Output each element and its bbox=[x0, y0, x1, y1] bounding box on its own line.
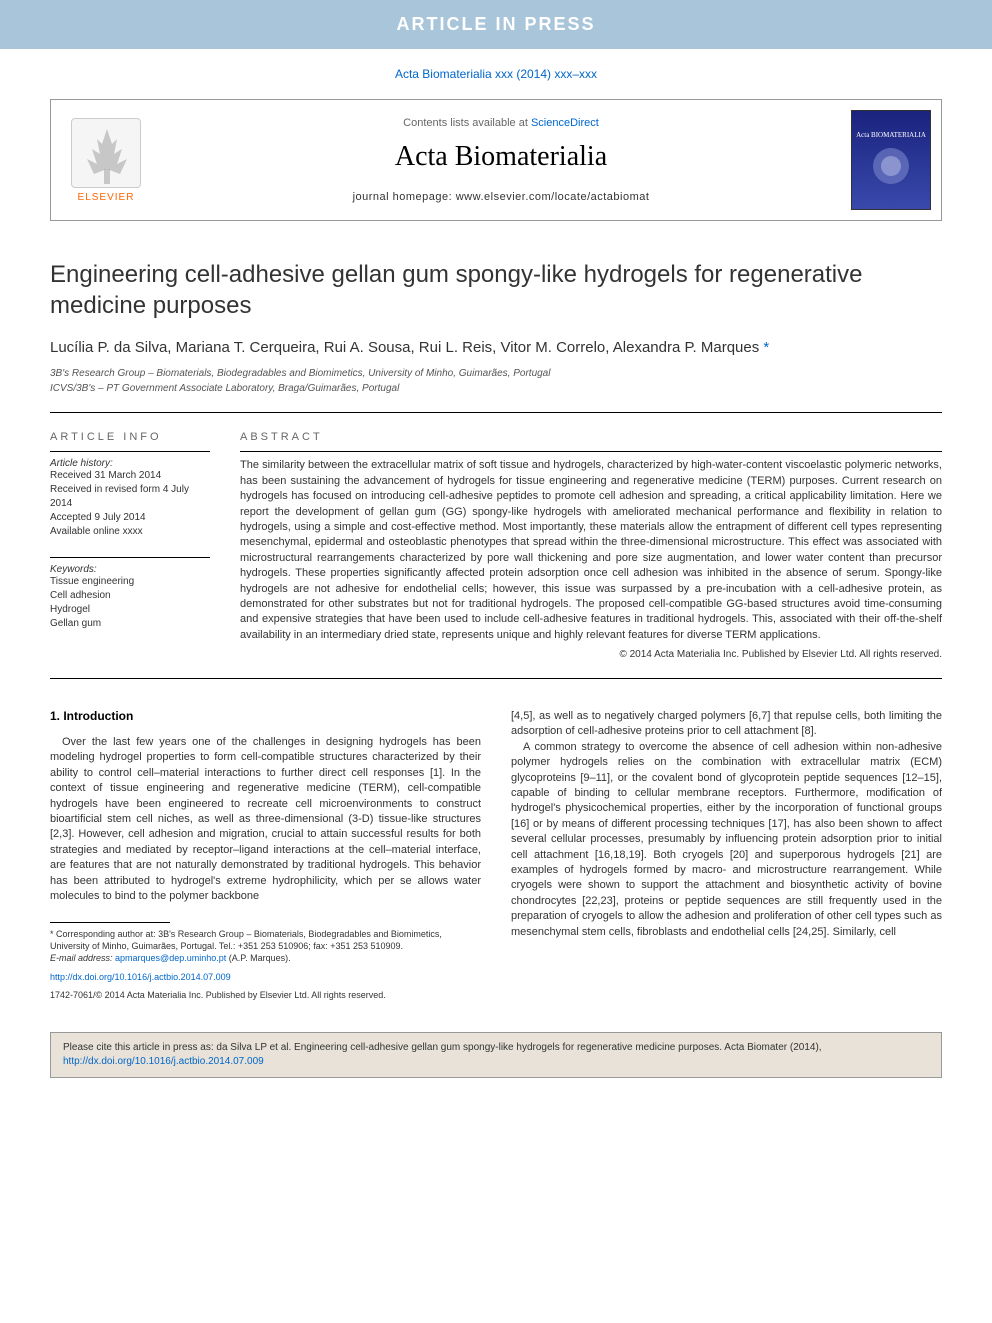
article-in-press-banner: ARTICLE IN PRESS bbox=[0, 0, 992, 49]
keyword-4: Gellan gum bbox=[50, 617, 210, 631]
email-footnote: E-mail address: apmarques@dep.uminho.pt … bbox=[50, 953, 481, 965]
sciencedirect-link[interactable]: ScienceDirect bbox=[531, 117, 599, 129]
keyword-2: Cell adhesion bbox=[50, 589, 210, 603]
abstract-header: ABSTRACT bbox=[240, 431, 942, 443]
doi-link[interactable]: http://dx.doi.org/10.1016/j.actbio.2014.… bbox=[50, 972, 231, 982]
affiliation-1: 3B's Research Group – Biomaterials, Biod… bbox=[50, 368, 942, 379]
corresponding-marker: * bbox=[763, 339, 769, 356]
history-label: Article history: bbox=[50, 458, 210, 469]
cover-title: Acta BIOMATERIALIA bbox=[854, 129, 928, 141]
keyword-3: Hydrogel bbox=[50, 603, 210, 617]
keywords-label: Keywords: bbox=[50, 564, 210, 575]
article-history-block: Article history: Received 31 March 2014 … bbox=[50, 451, 210, 539]
body-left-column: 1. Introduction Over the last few years … bbox=[50, 709, 481, 1000]
elsevier-tree-icon bbox=[71, 118, 141, 188]
article-info-column: ARTICLE INFO Article history: Received 3… bbox=[50, 431, 210, 660]
body-right-column: [4,5], as well as to negatively charged … bbox=[511, 709, 942, 1000]
journal-cover-thumbnail: Acta BIOMATERIALIA bbox=[851, 110, 931, 210]
contents-available-line: Contents lists available at ScienceDirec… bbox=[151, 117, 851, 129]
history-1: Received 31 March 2014 bbox=[50, 469, 210, 483]
authors-text: Lucília P. da Silva, Mariana T. Cerqueir… bbox=[50, 339, 759, 356]
corresponding-footnote: * Corresponding author at: 3B's Research… bbox=[50, 929, 481, 952]
col2-paragraph-1: [4,5], as well as to negatively charged … bbox=[511, 709, 942, 740]
footnote-divider bbox=[50, 922, 170, 923]
history-4: Available online xxxx bbox=[50, 525, 210, 539]
journal-homepage: journal homepage: www.elsevier.com/locat… bbox=[151, 191, 851, 203]
email-link[interactable]: apmarques@dep.uminho.pt bbox=[115, 953, 226, 963]
journal-header-box: ELSEVIER Contents lists available at Sci… bbox=[50, 99, 942, 221]
doi-line: http://dx.doi.org/10.1016/j.actbio.2014.… bbox=[50, 972, 481, 982]
journal-reference: Acta Biomaterialia xxx (2014) xxx–xxx bbox=[0, 49, 992, 91]
history-3: Accepted 9 July 2014 bbox=[50, 511, 210, 525]
history-2: Received in revised form 4 July 2014 bbox=[50, 483, 210, 511]
keyword-1: Tissue engineering bbox=[50, 575, 210, 589]
citation-text: Please cite this article in press as: da… bbox=[63, 1042, 822, 1053]
abstract-text: The similarity between the extracellular… bbox=[240, 451, 942, 643]
col2-paragraph-2: A common strategy to overcome the absenc… bbox=[511, 740, 942, 940]
intro-heading: 1. Introduction bbox=[50, 709, 481, 723]
email-suffix: (A.P. Marques). bbox=[226, 953, 290, 963]
header-center: Contents lists available at ScienceDirec… bbox=[151, 117, 851, 203]
contents-prefix: Contents lists available at bbox=[403, 117, 531, 129]
divider bbox=[50, 412, 942, 413]
body-columns: 1. Introduction Over the last few years … bbox=[50, 709, 942, 1000]
divider-2 bbox=[50, 678, 942, 679]
elsevier-logo: ELSEVIER bbox=[61, 110, 151, 210]
journal-name: Acta Biomaterialia bbox=[151, 141, 851, 173]
intro-paragraph-1: Over the last few years one of the chall… bbox=[50, 735, 481, 904]
article-title: Engineering cell-adhesive gellan gum spo… bbox=[50, 259, 942, 321]
keywords-block: Keywords: Tissue engineering Cell adhesi… bbox=[50, 557, 210, 631]
abstract-copyright: © 2014 Acta Materialia Inc. Published by… bbox=[240, 649, 942, 660]
authors-list: Lucília P. da Silva, Mariana T. Cerqueir… bbox=[50, 339, 942, 356]
article-content: Engineering cell-adhesive gellan gum spo… bbox=[0, 229, 992, 1020]
issn-line: 1742-7061/© 2014 Acta Materialia Inc. Pu… bbox=[50, 990, 481, 1000]
affiliation-2: ICVS/3B's – PT Government Associate Labo… bbox=[50, 383, 942, 394]
article-info-header: ARTICLE INFO bbox=[50, 431, 210, 443]
email-label: E-mail address: bbox=[50, 953, 115, 963]
citation-doi-link[interactable]: http://dx.doi.org/10.1016/j.actbio.2014.… bbox=[63, 1056, 264, 1067]
citation-box: Please cite this article in press as: da… bbox=[50, 1032, 942, 1078]
elsevier-text: ELSEVIER bbox=[78, 192, 135, 203]
abstract-column: ABSTRACT The similarity between the extr… bbox=[240, 431, 942, 660]
info-abstract-row: ARTICLE INFO Article history: Received 3… bbox=[50, 431, 942, 660]
